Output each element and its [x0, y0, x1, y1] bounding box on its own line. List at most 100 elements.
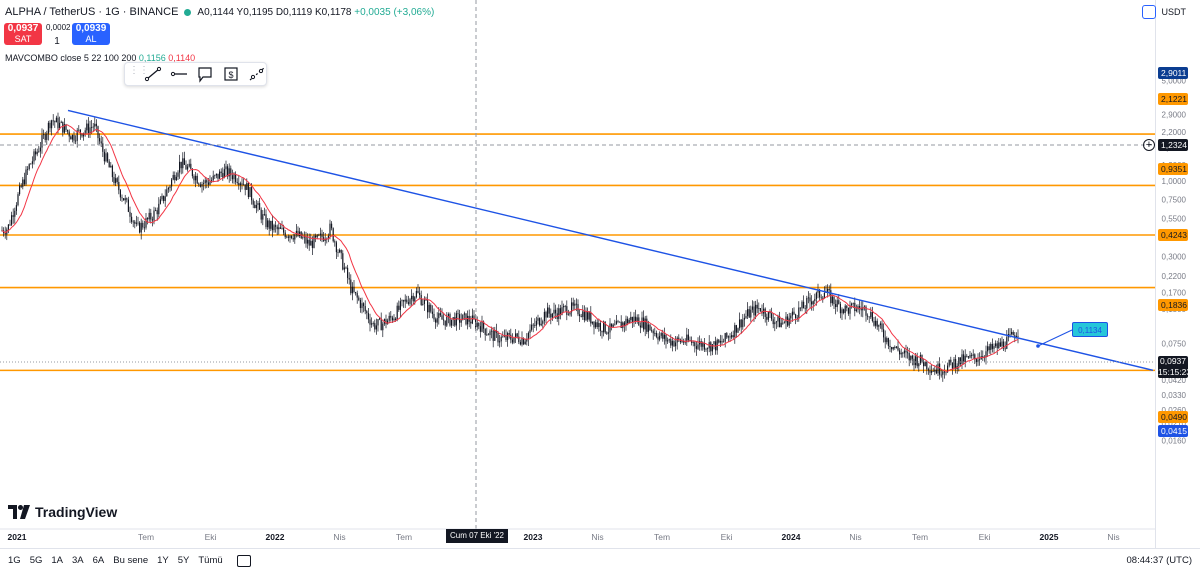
candle-body: [22, 179, 24, 187]
candle-body: [611, 323, 613, 327]
candle-body: [271, 220, 273, 231]
candle-body: [190, 163, 192, 169]
logo-text: TradingView: [35, 504, 118, 520]
price-callout[interactable]: 0,1134: [1072, 322, 1108, 337]
candle-body: [191, 168, 193, 177]
candle-body: [359, 300, 361, 309]
candle-body: [945, 372, 947, 374]
candle-body: [222, 173, 224, 178]
candle-body: [687, 334, 689, 341]
indicator-legend[interactable]: MAVCOMBO close 5 22 100 200 0,1156 0,114…: [5, 53, 195, 63]
candle-body: [95, 123, 97, 127]
candle-body: [78, 129, 80, 131]
candle-body: [598, 323, 600, 327]
candle-body: [415, 290, 417, 298]
candle-body: [398, 305, 400, 310]
candle-body: [534, 325, 536, 326]
candle-body: [430, 304, 432, 312]
candle-body: [484, 328, 486, 335]
price-tag-0-0415: 0,0415: [1158, 425, 1188, 437]
candle-body: [399, 301, 401, 310]
candle-body: [700, 341, 702, 347]
buy-button[interactable]: 0,0939 AL: [72, 23, 110, 45]
candle-body: [652, 330, 654, 334]
candle-body: [25, 169, 27, 185]
timeframe-button[interactable]: 5Y: [177, 555, 190, 566]
candle-body: [177, 172, 179, 177]
candle-body: [148, 212, 150, 220]
candle-body: [494, 330, 496, 341]
price-chart[interactable]: 5,00003,80002,90002,20001,70001,30001,00…: [0, 0, 1200, 548]
timeframe-button[interactable]: Bu sene: [113, 555, 149, 566]
sell-button[interactable]: 0,0937 SAT: [4, 23, 42, 45]
quantity-value[interactable]: 1: [54, 36, 60, 47]
candle-body: [732, 335, 734, 338]
sell-price: 0,0937: [7, 23, 39, 34]
timeframe-button[interactable]: 1Y: [157, 555, 169, 566]
horizontal-ray-tool-icon[interactable]: [169, 65, 189, 83]
drag-handle-icon[interactable]: ⋮⋮: [129, 65, 149, 76]
candle-body: [931, 370, 933, 373]
candle-body: [193, 176, 195, 181]
candle-body: [145, 218, 147, 228]
candle-body: [68, 131, 70, 137]
descending-trendline[interactable]: [67, 109, 1154, 371]
candle-body: [492, 330, 494, 341]
candle-body: [275, 225, 277, 227]
candle-body: [123, 198, 125, 201]
timeframe-button[interactable]: 1A: [51, 555, 63, 566]
candle-body: [606, 332, 608, 334]
candle-body: [143, 227, 145, 229]
candle-body: [228, 168, 230, 177]
candle-body: [388, 315, 390, 321]
utc-clock[interactable]: 08:44:37 (UTC): [1126, 555, 1192, 566]
candle-body: [604, 321, 606, 333]
candle-body: [953, 359, 955, 369]
candle-body: [379, 318, 381, 320]
candle-body: [313, 235, 315, 248]
candle-body: [987, 346, 989, 352]
candle-body: [135, 222, 137, 224]
symbol-title[interactable]: ALPHA / TetherUS · 1G · BINANCE: [5, 6, 179, 18]
currency-selector[interactable]: USDT: [1141, 5, 1186, 19]
candle-body: [516, 333, 518, 337]
candle-body: [572, 302, 574, 306]
candle-body: [449, 314, 451, 326]
y-tick-label: 2,9000: [1162, 110, 1187, 119]
candle-body: [11, 215, 13, 225]
candle-body: [329, 223, 331, 236]
candle-body: [187, 166, 189, 170]
x-tick-label: 2025: [1040, 532, 1059, 542]
candle-body: [950, 359, 952, 363]
candle-body: [479, 326, 481, 332]
candle-body: [580, 316, 582, 317]
candle-body: [7, 224, 9, 230]
refresh-icon[interactable]: [1141, 5, 1156, 19]
add-alert-icon[interactable]: +: [1143, 139, 1155, 151]
price-range-tool-icon[interactable]: [247, 65, 267, 83]
candle-body: [870, 312, 872, 318]
timeframe-button[interactable]: 5G: [29, 555, 43, 566]
candle-body: [302, 237, 304, 239]
trendline-tool-icon[interactable]: [143, 65, 163, 83]
candle-body: [185, 164, 187, 170]
candle-body: [324, 238, 326, 241]
candle-body: [926, 361, 928, 370]
chart-header: ALPHA / TetherUS · 1G · BINANCE A0,1144 …: [5, 6, 434, 18]
candle-body: [555, 309, 557, 314]
candle-body: [83, 132, 85, 137]
timeframe-button[interactable]: Tümü: [198, 555, 223, 566]
candle-body: [838, 300, 840, 305]
candle-body: [406, 299, 408, 303]
candle-body: [500, 336, 502, 342]
timeframe-button[interactable]: 1G: [8, 555, 21, 566]
x-tick-label: Tem: [396, 532, 412, 542]
timeframe-button[interactable]: 3A: [72, 555, 84, 566]
calendar-icon[interactable]: [236, 554, 251, 567]
price-label-tool-icon[interactable]: $: [221, 65, 241, 83]
candle-body: [887, 338, 889, 346]
candle-body: [689, 340, 691, 341]
callout-tool-icon[interactable]: [195, 65, 215, 83]
timeframe-button[interactable]: 6A: [92, 555, 105, 566]
candle-body: [289, 235, 291, 238]
